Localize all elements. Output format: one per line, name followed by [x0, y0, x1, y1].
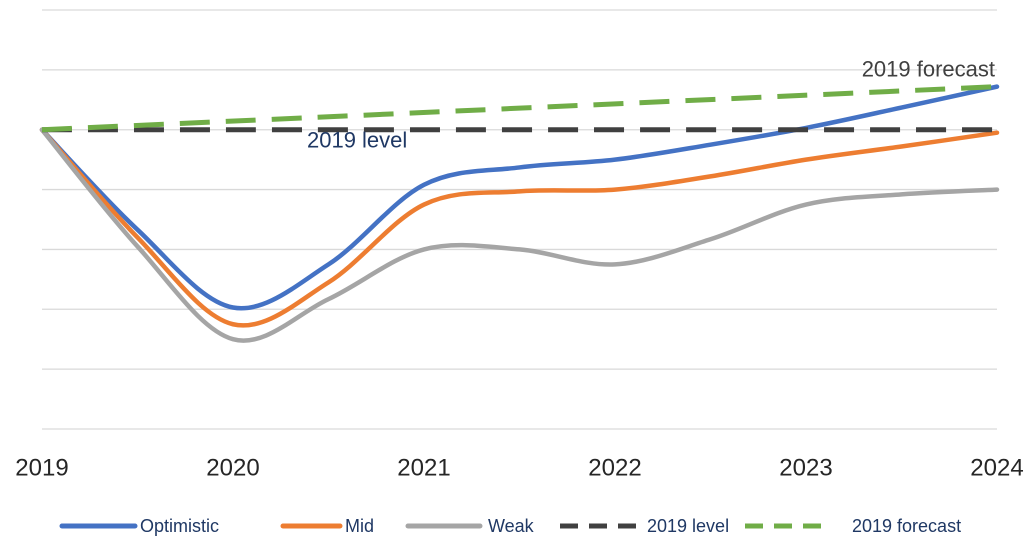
- legend-label: 2019 forecast: [852, 516, 961, 536]
- legend-label: 2019 level: [647, 516, 729, 536]
- annotation: 2019 forecast: [862, 56, 995, 81]
- annotation: 2019 level: [307, 128, 407, 153]
- x-tick-label: 2023: [779, 454, 832, 481]
- series-line: [41, 84, 998, 133]
- x-tick-label: 2022: [588, 454, 641, 481]
- x-tick-label: 2020: [206, 454, 259, 481]
- legend-label: Optimistic: [140, 516, 219, 536]
- x-tick-label: 2021: [397, 454, 450, 481]
- legend-label: Mid: [345, 516, 374, 536]
- x-tick-label: 2019: [15, 454, 68, 481]
- series-line: [39, 127, 1000, 343]
- series-line: [39, 127, 1000, 328]
- series-line: [39, 84, 1000, 311]
- legend-label: Weak: [488, 516, 535, 536]
- x-tick-label: 2024: [970, 454, 1023, 481]
